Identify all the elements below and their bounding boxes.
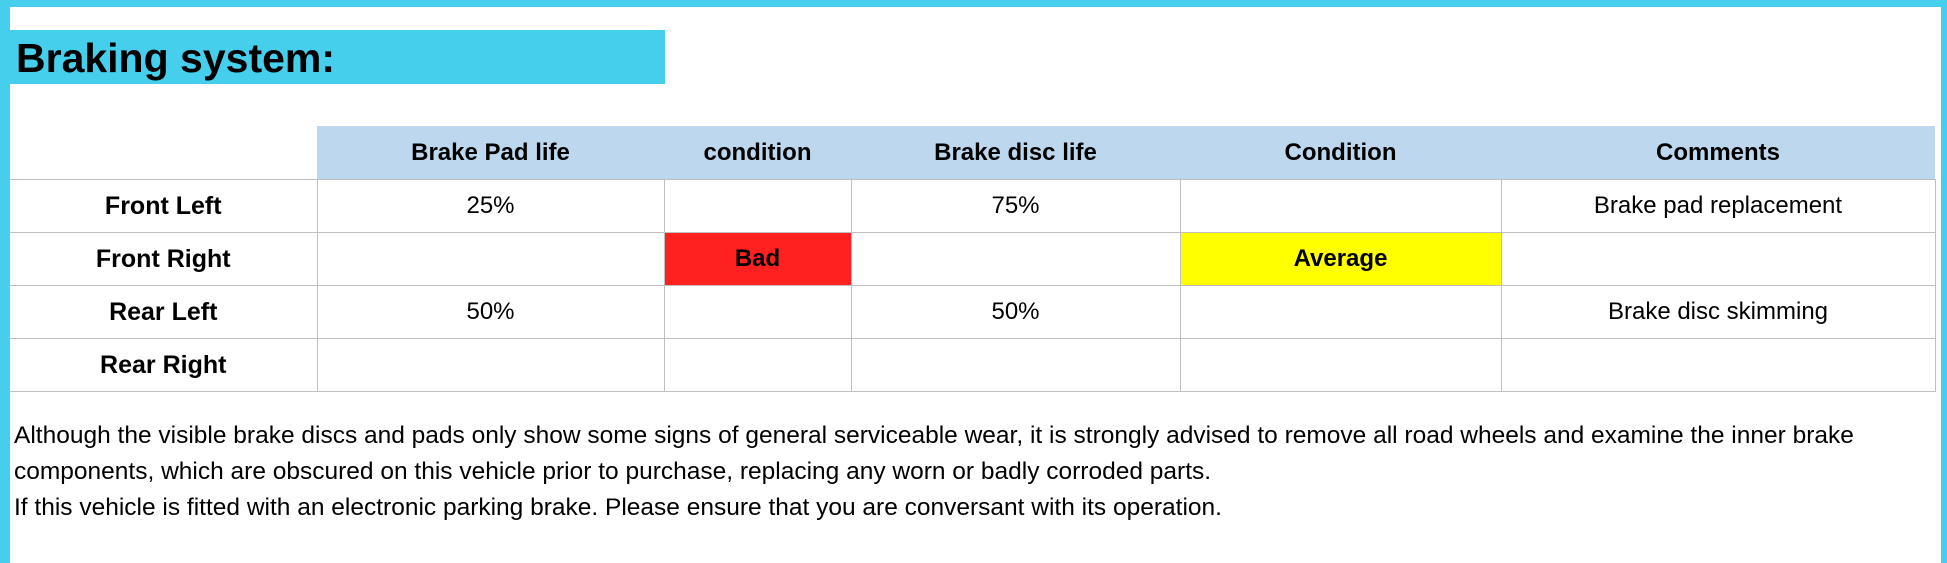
table-row: Rear Right	[10, 338, 1936, 392]
row-label: Front Left	[10, 179, 318, 233]
pad-condition-cell	[663, 338, 852, 392]
pad-life-cell: 25%	[316, 179, 665, 233]
comments-cell	[1500, 232, 1936, 286]
disc-condition-cell	[1179, 285, 1502, 339]
table-row: Front Right Bad Average	[10, 232, 1936, 286]
disc-life-cell: 75%	[850, 179, 1181, 233]
disc-condition-cell	[1179, 338, 1502, 392]
section-title: Braking system:	[16, 35, 336, 81]
table-row: Front Left 25% 75% Brake pad replacement	[10, 179, 1936, 233]
comments-cell: Brake disc skimming	[1500, 285, 1936, 339]
notes-block: Although the visible brake discs and pad…	[14, 418, 1939, 526]
pad-condition-badge-bad: Bad	[663, 232, 852, 286]
table-row: Rear Left 50% 50% Brake disc skimming	[10, 285, 1936, 339]
comments-cell: Brake pad replacement	[1500, 179, 1936, 233]
pad-condition-cell	[663, 179, 852, 233]
row-label: Rear Right	[10, 338, 318, 392]
header-blank	[10, 126, 317, 180]
header-comments: Comments	[1501, 126, 1935, 180]
title-bar	[10, 30, 665, 84]
header-pad-condition: condition	[664, 126, 851, 180]
pad-life-cell	[316, 338, 665, 392]
disc-life-cell	[850, 338, 1181, 392]
comments-cell	[1500, 338, 1936, 392]
pad-life-cell: 50%	[316, 285, 665, 339]
pad-condition-cell	[663, 285, 852, 339]
note-paragraph: If this vehicle is fitted with an electr…	[14, 494, 1222, 521]
note-paragraph: Although the visible brake discs and pad…	[14, 422, 1854, 485]
header-brake-pad-life: Brake Pad life	[317, 126, 664, 180]
row-label: Rear Left	[10, 285, 318, 339]
row-label: Front Right	[10, 232, 318, 286]
braking-table: Brake Pad life condition Brake disc life…	[10, 126, 1936, 392]
disc-condition-cell	[1179, 179, 1502, 233]
header-disc-condition: Condition	[1180, 126, 1501, 180]
disc-life-cell	[850, 232, 1181, 286]
pad-life-cell	[316, 232, 665, 286]
table-header-row: Brake Pad life condition Brake disc life…	[10, 126, 1935, 180]
disc-condition-badge-average: Average	[1179, 232, 1502, 286]
header-brake-disc-life: Brake disc life	[851, 126, 1180, 180]
disc-life-cell: 50%	[850, 285, 1181, 339]
